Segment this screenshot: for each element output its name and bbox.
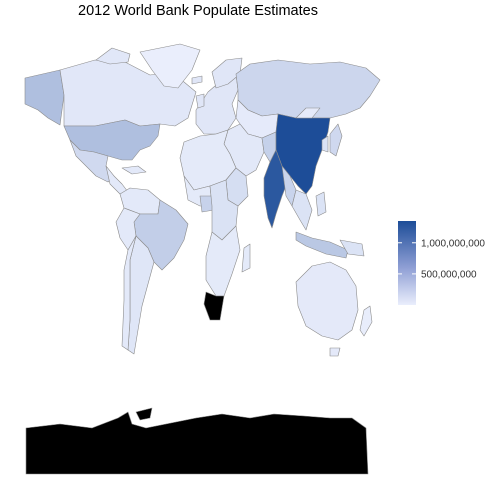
legend-label: 500,000,000 (421, 269, 477, 280)
region-mongolia (295, 107, 321, 119)
legend-ticks: 500,000,000 1,000,000,000 (398, 238, 485, 280)
region-central-america (105, 165, 129, 195)
region-antarctica (25, 411, 369, 475)
legend-colorbar (398, 221, 416, 305)
region-chile (121, 235, 137, 351)
region-korea (321, 135, 329, 153)
region-japan (329, 123, 343, 157)
region-alaska (24, 69, 65, 126)
map-title: 2012 World Bank Populate Estimates (78, 3, 318, 19)
region-tasmania (329, 347, 341, 357)
region-new-zealand (359, 305, 373, 337)
region-southern-africa (205, 225, 241, 297)
region-argentina (127, 235, 155, 355)
region-australia (295, 261, 359, 341)
region-caribbean (121, 165, 147, 175)
countries (24, 43, 381, 475)
region-papua (339, 239, 365, 257)
region-greenland (139, 43, 201, 89)
region-southeast-asia (291, 189, 313, 231)
region-south-africa (203, 291, 225, 321)
region-uk (195, 93, 205, 109)
legend: 500,000,000 1,000,000,000 (398, 221, 485, 305)
region-antarctica-peninsula (135, 407, 153, 421)
region-madagascar (241, 243, 251, 273)
region-indonesia (295, 231, 349, 259)
legend-label: 1,000,000,000 (421, 238, 485, 249)
region-philippines (315, 191, 327, 217)
region-canada-islands (95, 47, 131, 65)
region-iceland (191, 75, 203, 85)
